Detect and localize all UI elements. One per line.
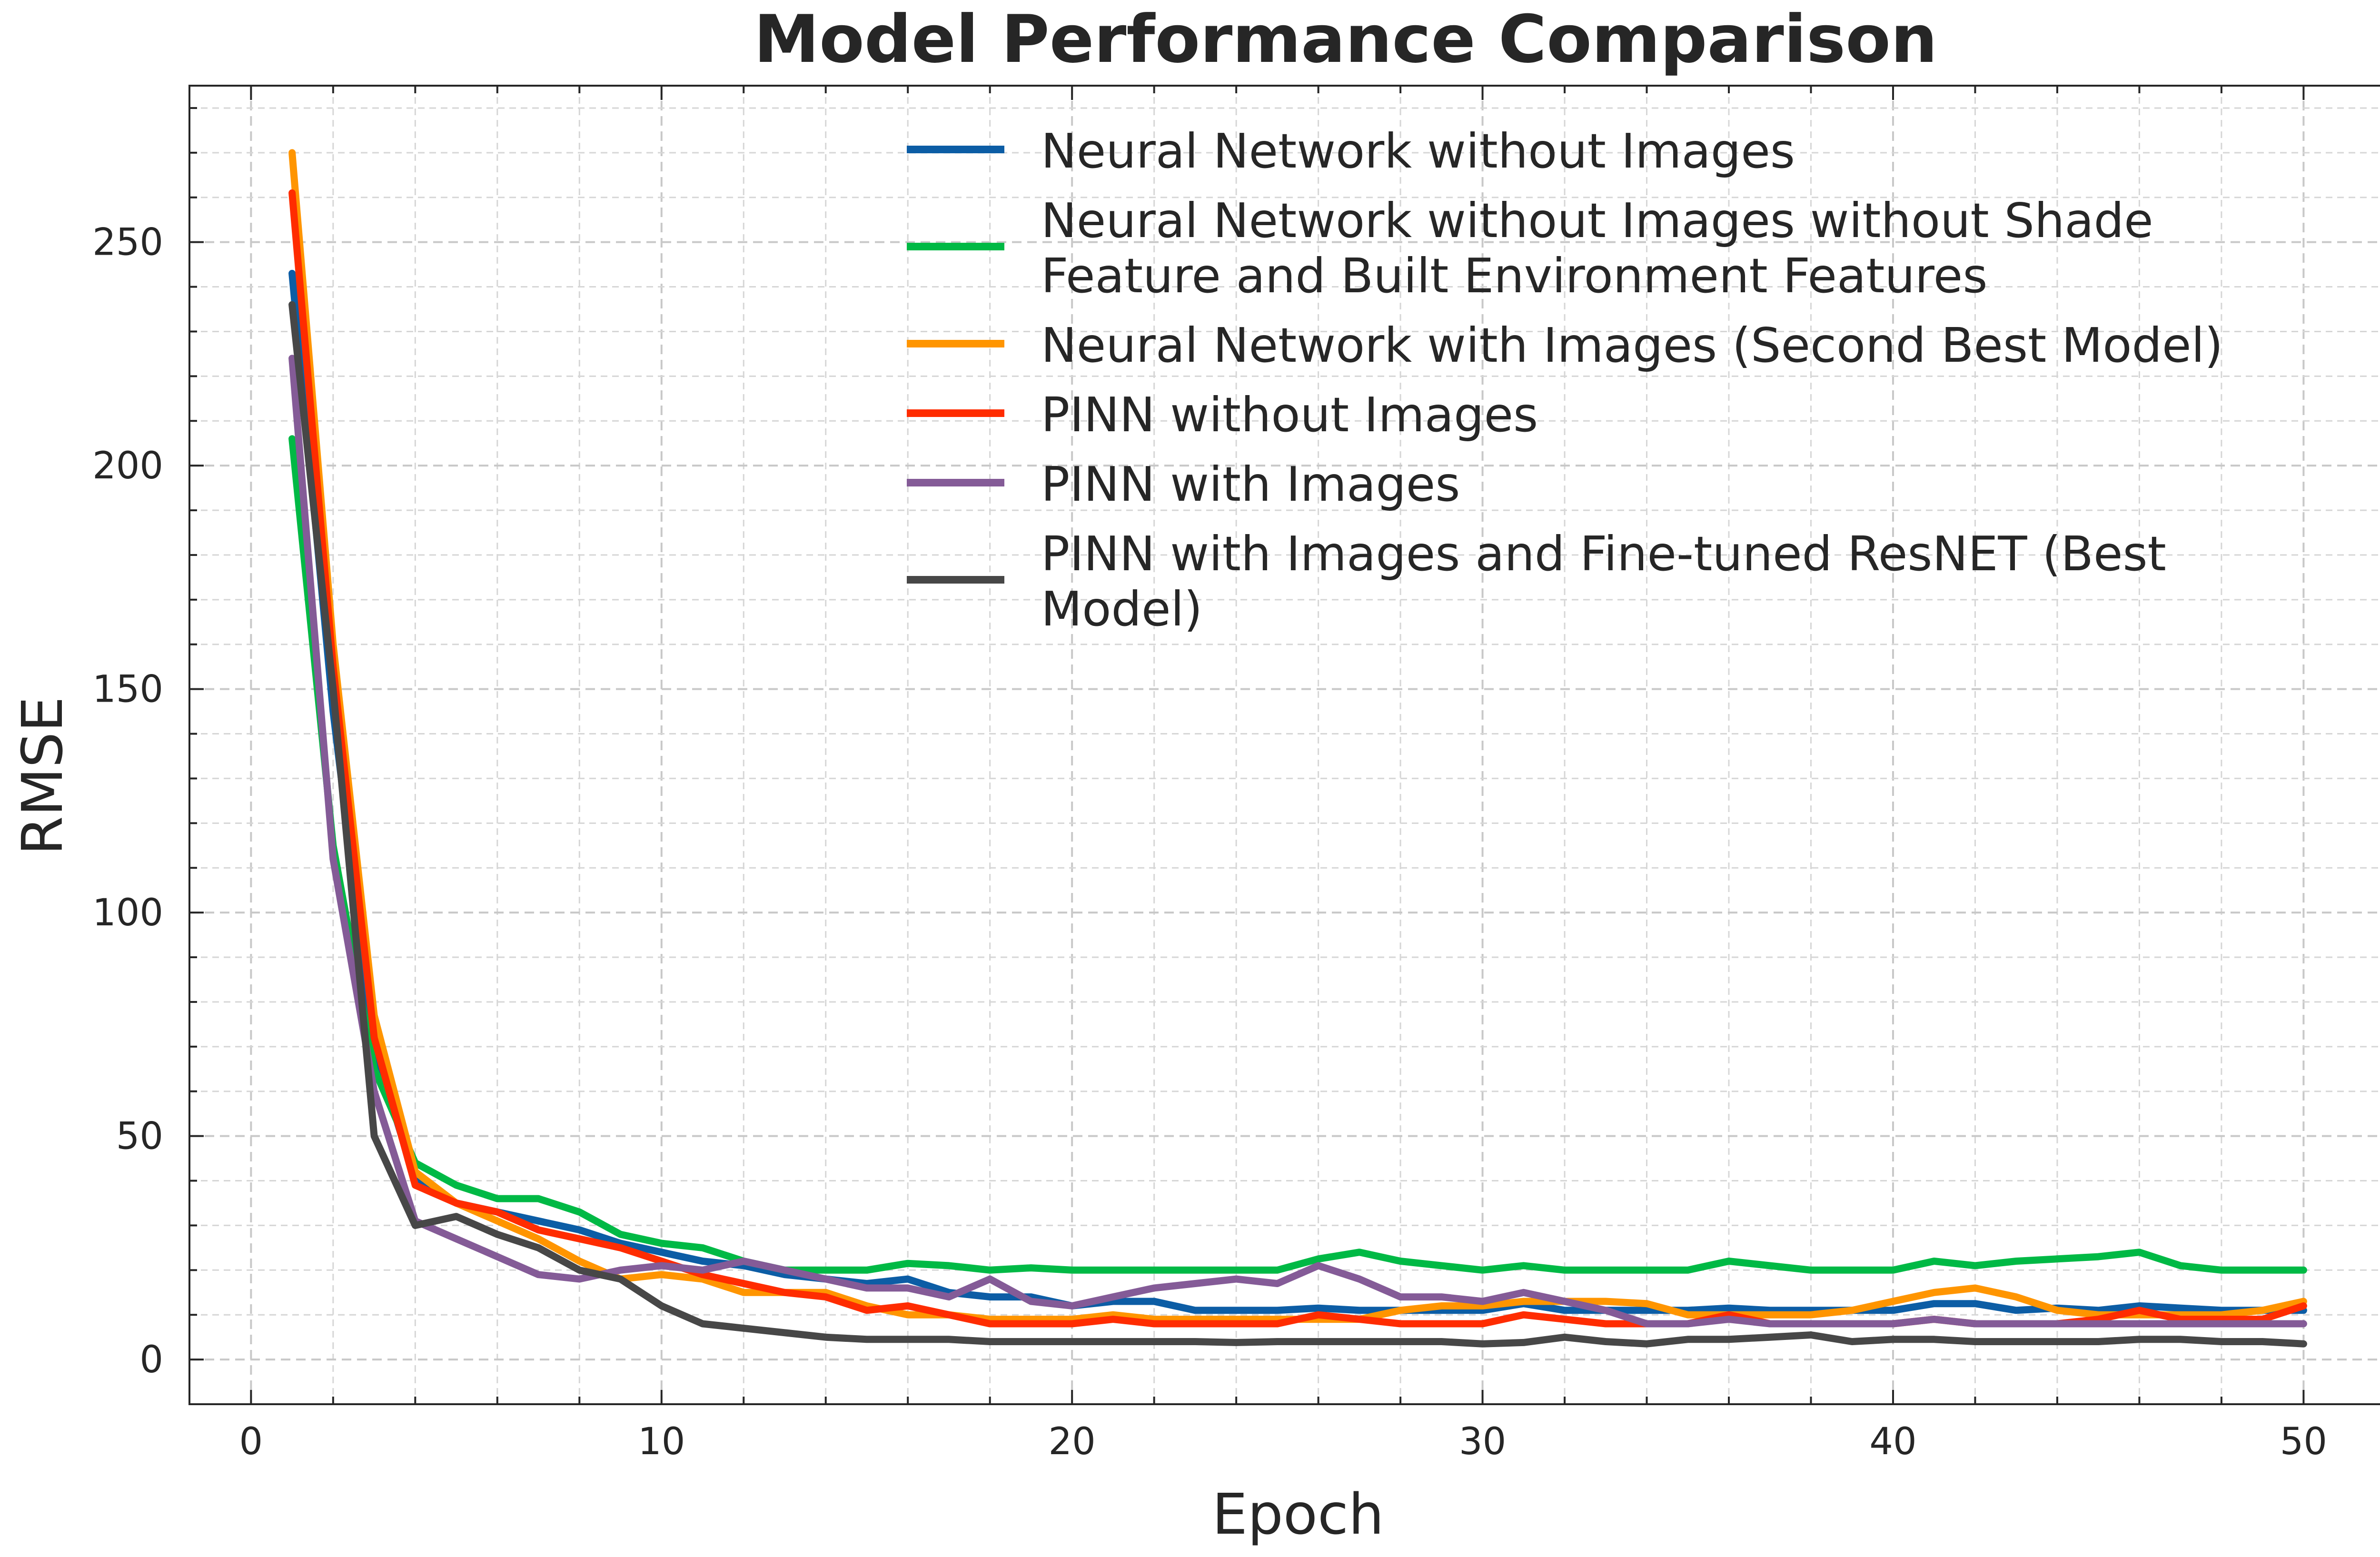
x-tick-label: 40 (1869, 1420, 1916, 1463)
y-tick-label: 250 (92, 221, 163, 264)
legend-label: PINN with Images and Fine-tuned ResNET (… (1041, 526, 2166, 637)
series-line (288, 435, 2307, 1274)
x-axis-label: Epoch (1212, 1481, 1384, 1547)
y-ticks: 0 50 100 150 200 250 (92, 107, 204, 1405)
y-tick-label: 0 (139, 1339, 163, 1381)
y-tick-label: 150 (92, 668, 163, 711)
legend-label: PINN with Images (1041, 456, 1460, 512)
y-axis-label: RMSE (10, 696, 75, 855)
x-ticks: 0 10 20 30 40 50 (239, 86, 2327, 1463)
x-tick-label: 20 (1049, 1420, 1096, 1463)
legend: Neural Network without Images Neural Netw… (907, 123, 2223, 637)
legend-label: Neural Network without Images without Sh… (1041, 193, 2153, 304)
x-tick-label: 10 (638, 1420, 685, 1463)
chart-title: Model Performance Comparison (754, 1, 1938, 78)
x-tick-label: 50 (2280, 1420, 2327, 1463)
y-tick-label: 50 (116, 1115, 163, 1158)
series-line (288, 355, 2307, 1328)
plot-frame (188, 85, 2380, 1405)
grid (189, 86, 2380, 1405)
legend-label: Neural Network with Images (Second Best … (1041, 317, 2223, 373)
legend-label: PINN without Images (1041, 387, 1538, 443)
y-tick-label: 200 (92, 445, 163, 487)
x-tick-label: 0 (239, 1420, 263, 1463)
y-tick-label: 100 (92, 892, 163, 934)
x-tick-label: 30 (1459, 1420, 1506, 1463)
legend-label: Neural Network without Images (1041, 123, 1795, 179)
series-line (288, 301, 2307, 1348)
series-line (288, 269, 2307, 1314)
series-lines (288, 149, 2307, 1348)
